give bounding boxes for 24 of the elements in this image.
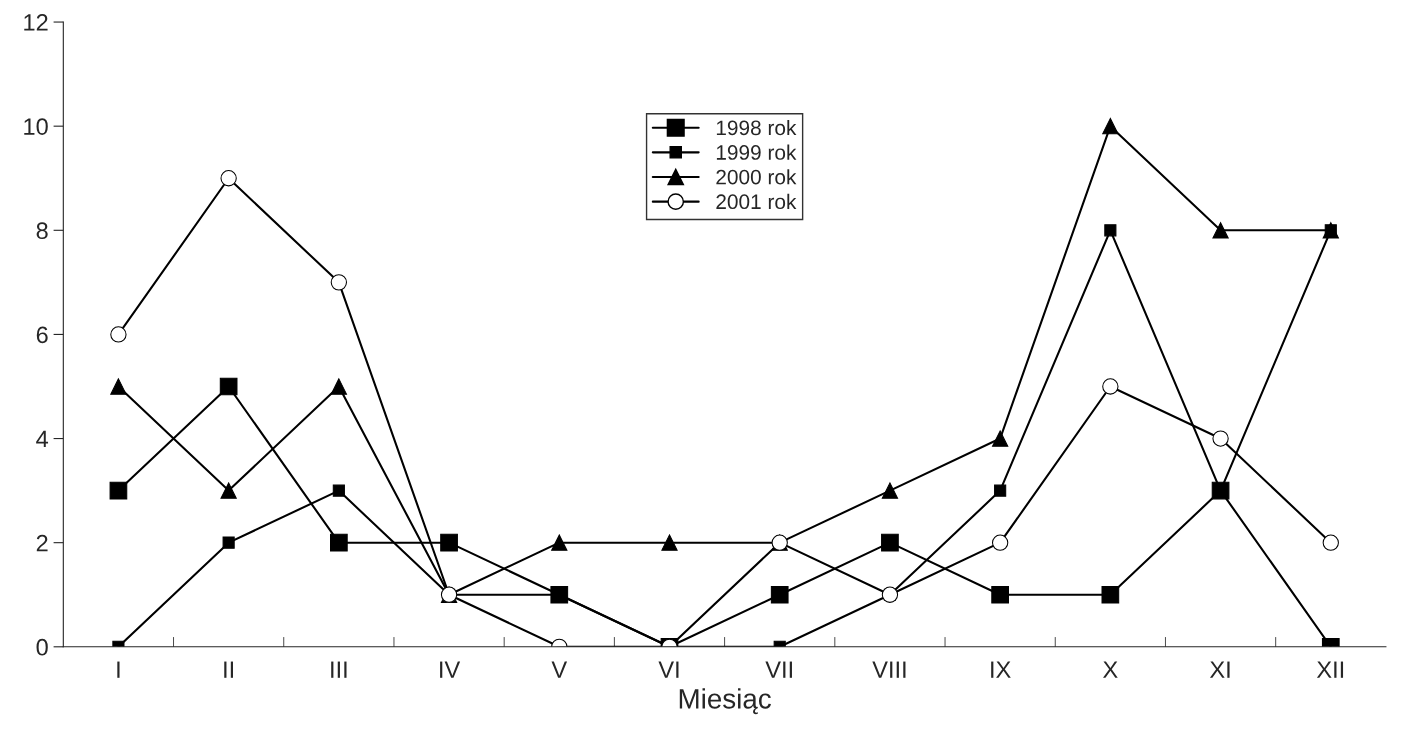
x-axis-title: Miesiąc bbox=[679, 688, 771, 715]
y-tick-label: 6 bbox=[36, 326, 48, 344]
y-tick-label: 2 bbox=[36, 534, 48, 552]
x-tick-label: II bbox=[224, 661, 234, 678]
x-tick-label: V bbox=[551, 661, 568, 678]
x-tick-label: VI bbox=[658, 661, 679, 678]
x-tick-label: IX bbox=[991, 661, 1011, 678]
legend-label: 2001 rok bbox=[716, 193, 797, 210]
x-tick-label: XII bbox=[1316, 661, 1344, 678]
x-tick-label: XI bbox=[1209, 661, 1230, 678]
legend-label: 1999 rok bbox=[716, 144, 797, 160]
x-tick-label: VII bbox=[765, 661, 792, 678]
y-tick-label: 0 bbox=[36, 638, 48, 656]
x-tick-label: III bbox=[331, 661, 347, 678]
x-tick-label: I bbox=[117, 661, 120, 678]
x-tick-label: X bbox=[1103, 661, 1118, 678]
x-tick-label: IV bbox=[440, 661, 461, 678]
y-tick-label: 8 bbox=[36, 222, 48, 240]
legend-label: 2000 rok bbox=[716, 169, 797, 185]
legend-label: 1998 rok bbox=[716, 119, 797, 136]
y-tick-label: 10 bbox=[24, 118, 48, 135]
y-tick-label: 4 bbox=[36, 430, 49, 448]
y-tick-label: 12 bbox=[24, 14, 48, 31]
x-tick-label: VIII bbox=[872, 661, 906, 678]
